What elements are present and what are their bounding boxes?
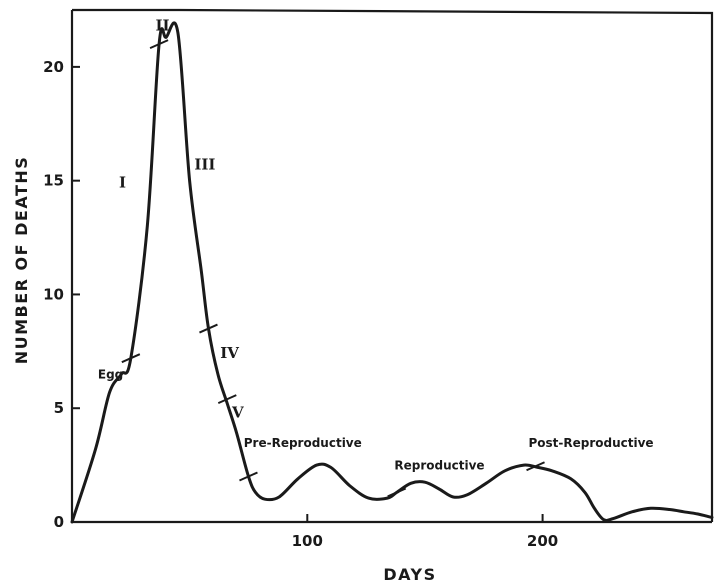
stage-marker <box>526 461 545 472</box>
stage-marker <box>239 471 258 482</box>
annotation-label: IV <box>220 344 239 362</box>
x-axis-title: DAYS <box>383 565 436 584</box>
stage-marker <box>199 323 218 334</box>
y-tick-label: 20 <box>43 58 64 76</box>
annotation-label: V <box>231 403 244 421</box>
annotation-label: Egg <box>98 368 123 382</box>
stage-marker <box>149 39 169 50</box>
stage-marker <box>121 353 141 364</box>
annotation-label: Post-Reproductive <box>528 436 653 450</box>
y-tick-label: 10 <box>43 285 64 303</box>
stage-marker <box>387 487 407 498</box>
deaths-curve <box>70 21 714 524</box>
y-tick-label: 15 <box>43 172 64 190</box>
stage-marker <box>217 394 237 405</box>
annotations: EggIIIIIIIVVPre-ReproductiveReproductive… <box>98 16 654 472</box>
annotation-label: Pre-Reproductive <box>244 436 362 450</box>
annotation-label: III <box>194 155 215 173</box>
ticks: 0 5 10 15 20 100 200 <box>43 58 558 550</box>
y-tick-label: 5 <box>54 399 64 417</box>
y-axis-title: NUMBER OF DEATHS <box>12 156 31 365</box>
x-tick-label: 100 <box>292 532 323 550</box>
y-tick-label: 0 <box>54 513 64 531</box>
annotation-label: Reproductive <box>394 459 484 473</box>
x-tick-label: 200 <box>527 532 558 550</box>
stage-markers <box>121 39 545 498</box>
annotation-label: I <box>119 173 126 191</box>
curve-layer <box>70 21 714 524</box>
annotation-label: II <box>156 16 170 34</box>
